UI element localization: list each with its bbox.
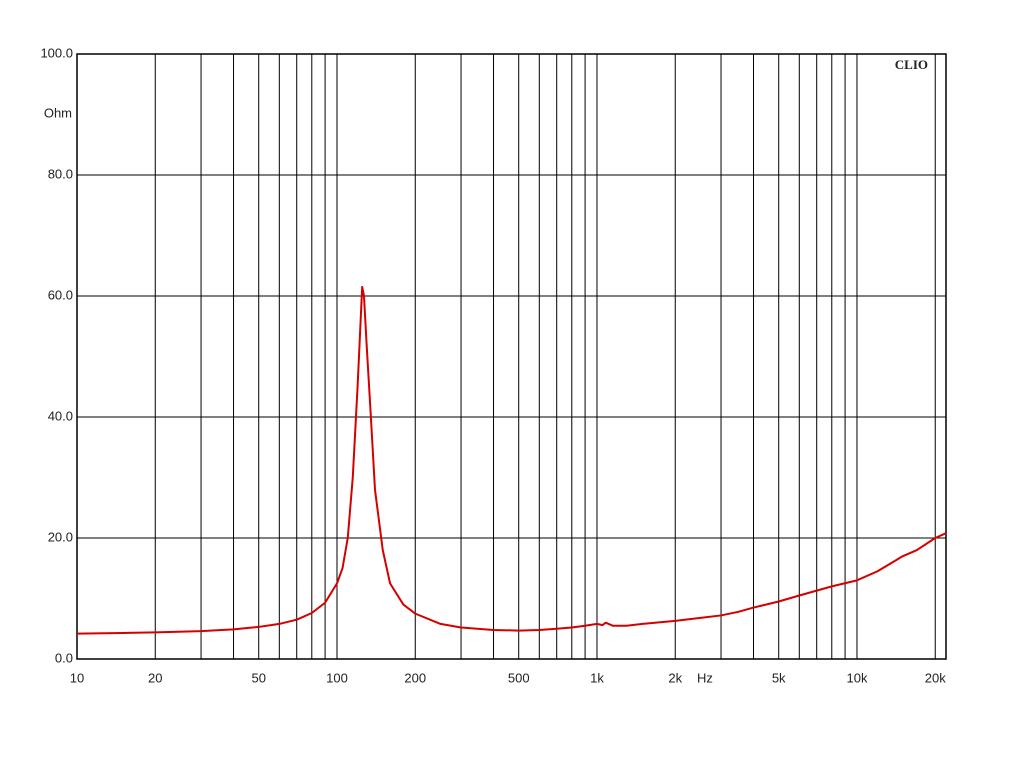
x-tick-label: 100 (326, 670, 348, 685)
x-tick-label: 5k (772, 670, 786, 685)
y-tick-label: 20.0 (48, 529, 73, 544)
impedance-curve (76, 285, 947, 635)
x-tick-label: 50 (251, 670, 265, 685)
plot-border (76, 53, 947, 660)
x-tick-label: 10 (70, 670, 84, 685)
x-tick-label: 20 (148, 670, 162, 685)
y-axis-label: Ohm (44, 105, 72, 120)
x-tick-label: 2k (668, 670, 682, 685)
y-tick-label: 60.0 (48, 287, 73, 302)
x-tick-label: 20k (925, 670, 946, 685)
x-axis-label: Hz (697, 670, 713, 685)
y-tick-label: 80.0 (48, 166, 73, 181)
y-tick-label: 0.0 (55, 650, 73, 665)
x-tick-label: 200 (404, 670, 426, 685)
annotation: CLIO (895, 57, 928, 72)
x-tick-label: 10k (846, 670, 867, 685)
y-tick-label: 100.0 (40, 45, 73, 60)
x-tick-label: 500 (508, 670, 530, 685)
y-tick-label: 40.0 (48, 408, 73, 423)
x-tick-label: 1k (590, 670, 604, 685)
